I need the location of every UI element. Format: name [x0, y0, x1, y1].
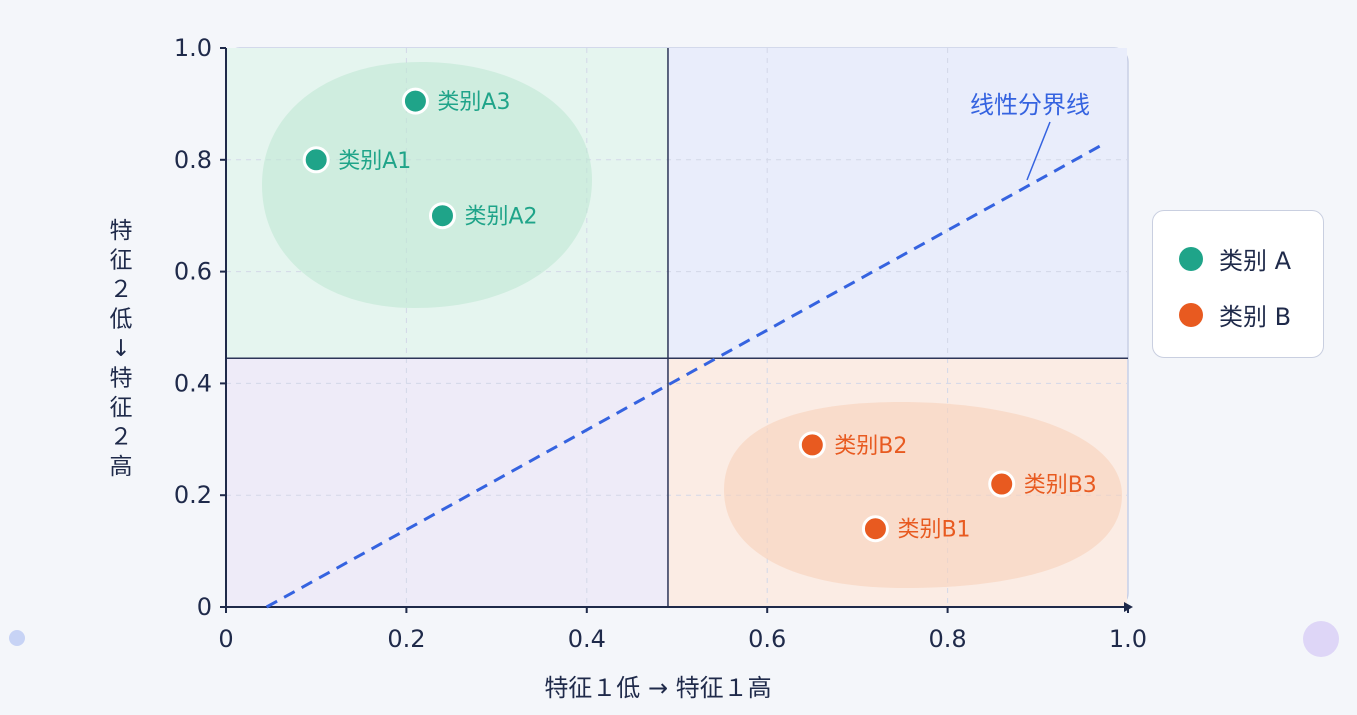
y-axis-label-char-7: ２ — [110, 425, 133, 451]
legend-item-a: 类别 A — [1179, 241, 1291, 276]
point-1-1 — [798, 431, 826, 459]
x-tick-label-5: 1.0 — [1109, 625, 1147, 653]
point-0-0 — [302, 146, 330, 174]
point-label-0-1: 类别A2 — [464, 205, 537, 230]
data-points: 类别A1 类别A2 类别A3 类别B1 类别B2 类别B3 — [302, 87, 1097, 543]
linear-boundary: 线性分界线 — [265, 91, 1107, 609]
point-label-0-2: 类别A3 — [437, 90, 510, 115]
boundary-label: 线性分界线 — [970, 91, 1090, 119]
point-label-1-0: 类别B1 — [897, 518, 970, 543]
y-axis-label-char-2: ２ — [110, 277, 133, 303]
decor-dot-right — [1303, 621, 1339, 657]
quadrant-bottom-left — [226, 358, 668, 607]
y-axis-label-char-6: 征 — [110, 395, 133, 421]
x-tick-label-0: 0 — [218, 625, 233, 653]
x-tick-label-2: 0.4 — [568, 625, 606, 653]
legend-marker-b — [1179, 302, 1203, 327]
legend: 类别 A 类别 B — [1152, 210, 1324, 358]
y-axis-label-char-5: 特 — [110, 366, 133, 392]
point-0-2 — [401, 87, 429, 115]
legend-item-b: 类别 B — [1179, 297, 1291, 332]
y-axis-label-char-0: 特 — [110, 218, 133, 244]
point-1-0 — [861, 515, 889, 543]
legend-label-a: 类别 A — [1219, 247, 1292, 275]
point-1-2 — [988, 470, 1016, 498]
point-0-1 — [428, 202, 456, 230]
legend-marker-a — [1179, 246, 1203, 271]
y-tick-label-1: 0.2 — [174, 481, 212, 509]
y-axis-label-char-1: 征 — [110, 248, 133, 274]
y-axis-label-char-3: 低 — [110, 307, 133, 333]
y-tick-label-5: 1.0 — [174, 34, 212, 62]
point-label-1-1: 类别B2 — [834, 434, 907, 459]
y-tick-label-2: 0.4 — [174, 369, 212, 397]
y-tick-label-4: 0.8 — [174, 146, 212, 174]
grid-lines — [226, 48, 1128, 607]
legend-label-b: 类别 B — [1219, 303, 1292, 331]
y-axis-label-char-4: ↓ — [111, 336, 130, 362]
x-tick-label-1: 0.2 — [387, 625, 425, 653]
quadrant-top-right — [667, 48, 1127, 359]
boundary-callout-line — [1026, 121, 1051, 181]
y-axis-label-char-8: 高 — [110, 454, 133, 480]
tick-labels: 0 0.2 0.4 0.6 0.8 1.0 0 0.2 0.4 0.6 0.8 1.0 — [174, 34, 1147, 653]
decor-dot-left — [9, 630, 25, 646]
x-tick-label-4: 0.8 — [929, 625, 967, 653]
x-axis-label: 特征１低 → 特征１高 — [544, 674, 771, 702]
point-label-1-2: 类别B3 — [1024, 473, 1097, 498]
point-label-0-0: 类别A1 — [338, 149, 411, 174]
y-tick-label-0: 0 — [197, 593, 212, 621]
x-tick-label-3: 0.6 — [748, 625, 786, 653]
y-tick-label-3: 0.6 — [174, 258, 212, 286]
cluster-region-a — [262, 62, 592, 308]
